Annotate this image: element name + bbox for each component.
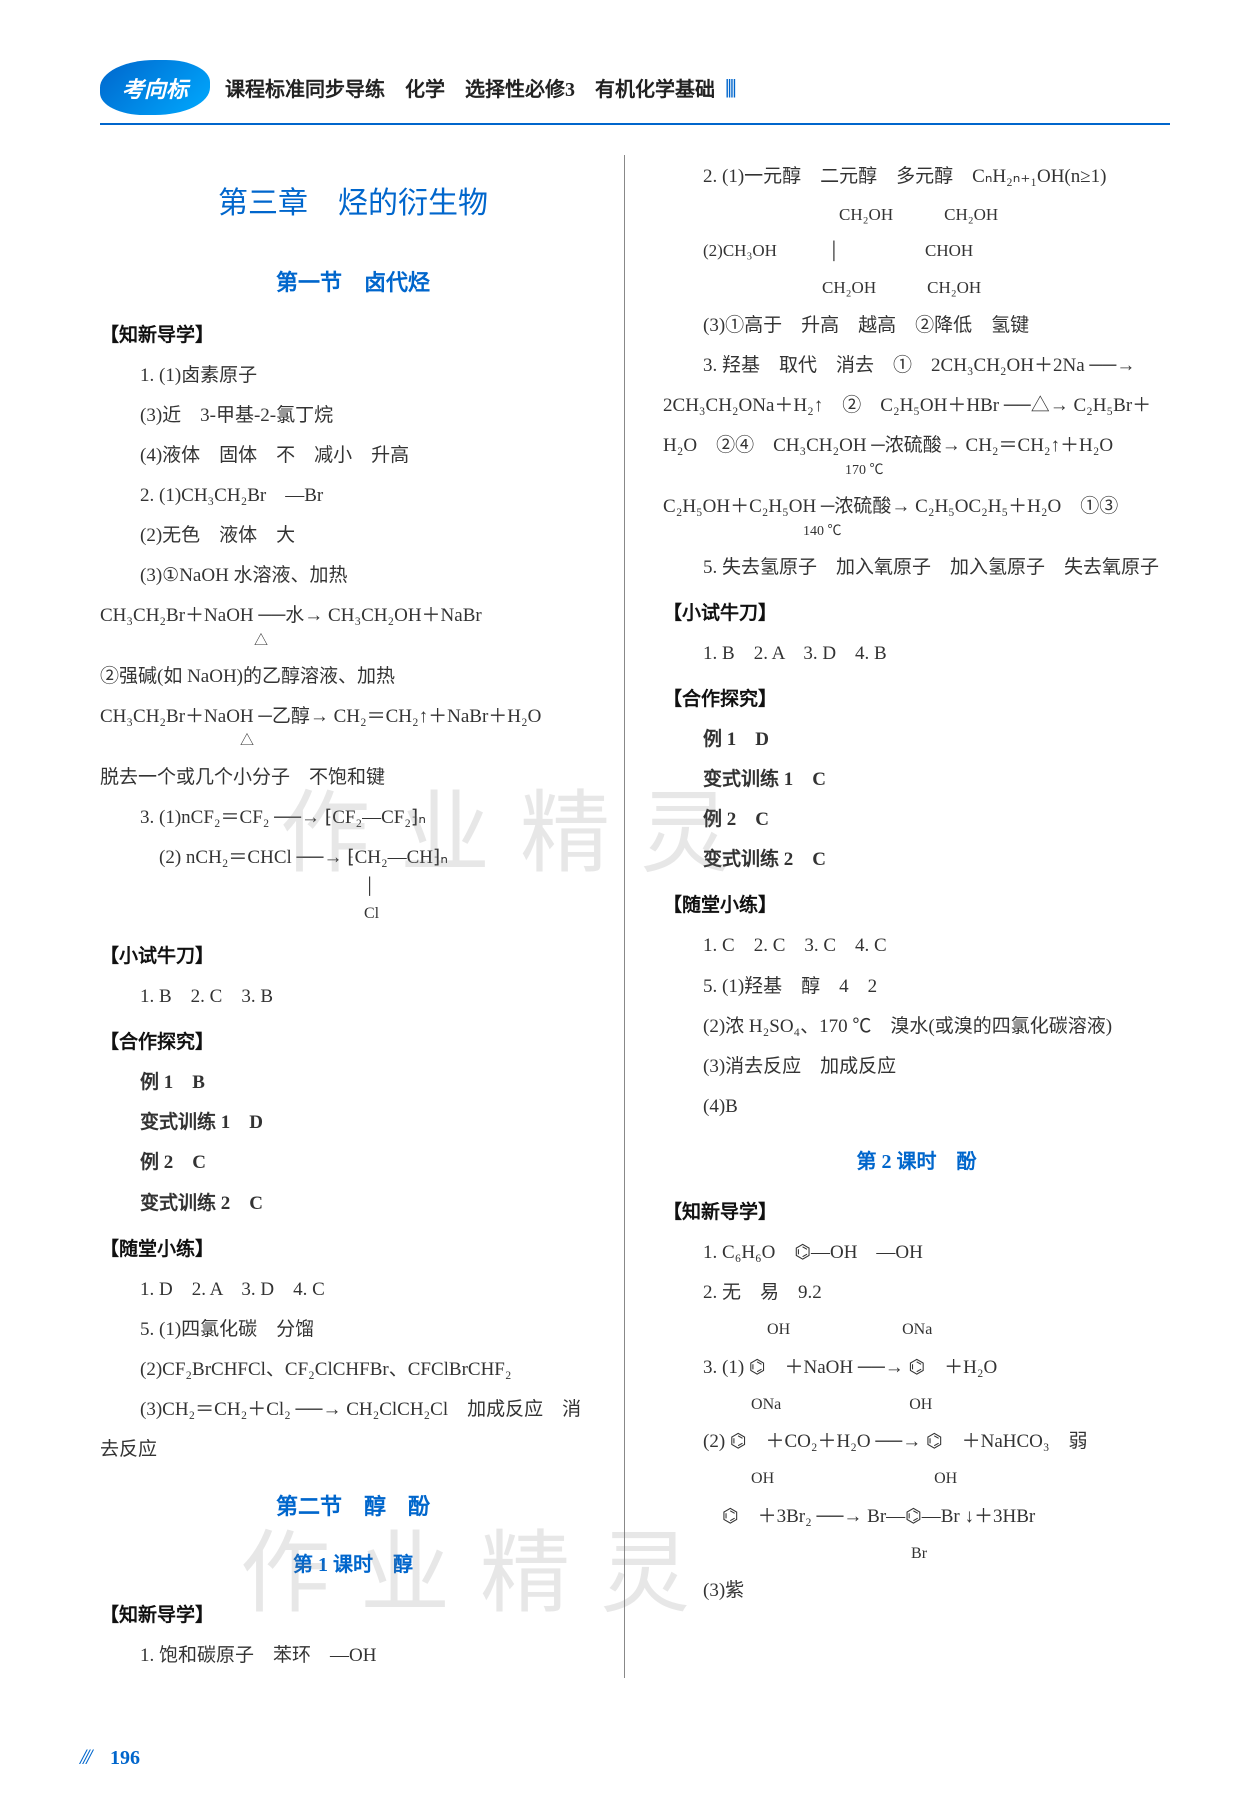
equation-line: (3)CH₂＝CH₂＋Cl₂ ──→ CH₂ClCH₂Cl 加成反应 消 bbox=[100, 1392, 606, 1428]
logo-badge: 考向标 bbox=[100, 60, 210, 115]
text-line: (4)液体 固体 不 减小 升高 bbox=[100, 438, 606, 474]
section2-title: 第二节 醇 酚 bbox=[100, 1486, 606, 1528]
equation-line: 2CH₃CH₂ONa＋H₂↑ ② C₂H₅OH＋HBr ──△→ C₂H₅Br＋ bbox=[663, 388, 1170, 424]
answer-line: 变式训练 1 D bbox=[100, 1105, 606, 1141]
structure-line: CH₂OH CH₂OH bbox=[663, 199, 1170, 231]
equation-sub: Cl bbox=[100, 899, 606, 929]
header-bars-icon: |||| bbox=[725, 76, 735, 99]
text-line: 5. (1)四氯化碳 分馏 bbox=[100, 1312, 606, 1348]
equation-line: 3. (1)nCF₂＝CF₂ ──→ ⁅CF₂—CF₂⁆ₙ bbox=[100, 800, 606, 836]
period2-title: 第 2 课时 酚 bbox=[663, 1143, 1170, 1181]
chapter-title: 第三章 烃的衍生物 bbox=[100, 175, 606, 232]
structure-line: OH ONa bbox=[663, 1315, 1170, 1345]
answer-line: 1. B 2. A 3. D 4. B bbox=[663, 636, 1170, 672]
structure-line: ONa OH bbox=[663, 1390, 1170, 1420]
text-line: (3)紫 bbox=[663, 1573, 1170, 1609]
equation-line: ⌬ ＋3Br₂ ──→ Br—⌬—Br ↓＋3HBr bbox=[663, 1499, 1170, 1535]
text-line: (3)①高于 升高 越高 ②降低 氢键 bbox=[663, 308, 1170, 344]
text-line: (3)消去反应 加成反应 bbox=[663, 1049, 1170, 1085]
text-line: (2)CF₂BrCHFCl、CF₂ClCHFBr、CFClBrCHF₂ bbox=[100, 1352, 606, 1388]
period1-title: 第 1 课时 醇 bbox=[100, 1546, 606, 1584]
block-zhixin: 【知新导学】 bbox=[100, 318, 606, 354]
left-column: 第三章 烃的衍生物 第一节 卤代烃 【知新导学】 1. (1)卤素原子 (3)近… bbox=[100, 155, 625, 1678]
answer-line: 1. B 2. C 3. B bbox=[100, 979, 606, 1015]
text-line: 5. (1)羟基 醇 4 2 bbox=[663, 969, 1170, 1005]
block-xiaoshi-r: 【小试牛刀】 bbox=[663, 596, 1170, 632]
page-stripes-icon: /// bbox=[80, 1744, 89, 1770]
right-column: 2. (1)一元醇 二元醇 多元醇 CₙH₂ₙ₊₁OH(n≥1) CH₂OH C… bbox=[645, 155, 1170, 1678]
answer-line: 1. C 2. C 3. C 4. C bbox=[663, 928, 1170, 964]
block-suitang: 【随堂小练】 bbox=[100, 1232, 606, 1268]
section1-title: 第一节 卤代烃 bbox=[100, 262, 606, 304]
text-line: ②强碱(如 NaOH)的乙醇溶液、加热 bbox=[100, 659, 606, 695]
text-line: (3)①NaOH 水溶液、加热 bbox=[100, 558, 606, 594]
text-line: 2. 无 易 9.2 bbox=[663, 1275, 1170, 1311]
answer-line: 变式训练 2 C bbox=[663, 842, 1170, 878]
structure-line: OH OH bbox=[663, 1464, 1170, 1494]
text-line: 2. (1)CH₃CH₂Br —Br bbox=[100, 478, 606, 514]
block-zhixin2: 【知新导学】 bbox=[100, 1598, 606, 1634]
text-line: (3)近 3-甲基-2-氯丁烷 bbox=[100, 398, 606, 434]
text-line: 脱去一个或几个小分子 不饱和键 bbox=[100, 760, 606, 796]
block-xiaoshi: 【小试牛刀】 bbox=[100, 939, 606, 975]
text-line: 1. C₆H₆O ⌬—OH —OH bbox=[663, 1235, 1170, 1271]
answer-line: 例 2 C bbox=[100, 1145, 606, 1181]
equation-line: 3. 羟基 取代 消去 ① 2CH₃CH₂OH＋2Na ──→ bbox=[663, 348, 1170, 384]
text-line: 去反应 bbox=[100, 1432, 606, 1468]
text-line: 2. (1)一元醇 二元醇 多元醇 CₙH₂ₙ₊₁OH(n≥1) bbox=[663, 159, 1170, 195]
text-line: (2)无色 液体 大 bbox=[100, 518, 606, 554]
block-hezuo: 【合作探究】 bbox=[100, 1025, 606, 1061]
text-line: (4)B bbox=[663, 1089, 1170, 1125]
block-suitang-r: 【随堂小练】 bbox=[663, 888, 1170, 924]
answer-line: 变式训练 2 C bbox=[100, 1186, 606, 1222]
content-columns: 第三章 烃的衍生物 第一节 卤代烃 【知新导学】 1. (1)卤素原子 (3)近… bbox=[100, 155, 1170, 1678]
structure-line: Br bbox=[663, 1539, 1170, 1569]
answer-line: 例 1 B bbox=[100, 1065, 606, 1101]
header-title: 课程标准同步导练 化学 选择性必修3 有机化学基础 bbox=[225, 73, 715, 102]
equation-line: (2) ⌬ ＋CO₂＋H₂O ──→ ⌬ ＋NaHCO₃ 弱 bbox=[663, 1424, 1170, 1460]
structure-line: (2)CH₃OH │ CHOH bbox=[663, 235, 1170, 267]
page-header: 考向标 课程标准同步导练 化学 选择性必修3 有机化学基础 |||| bbox=[100, 60, 1170, 125]
answer-line: 例 1 D bbox=[663, 722, 1170, 758]
block-zhixin-r2: 【知新导学】 bbox=[663, 1195, 1170, 1231]
equation-line: (2) nCH₂＝CHCl ──→ ⁅CH₂—CH⁆ₙ bbox=[100, 840, 606, 876]
text-line: (2)浓 H₂SO₄、170 ℃ 溴水(或溴的四氯化碳溶液) bbox=[663, 1009, 1170, 1045]
structure-line: CH₂OH CH₂OH bbox=[663, 272, 1170, 304]
text-line: 1. 饱和碳原子 苯环 —OH bbox=[100, 1638, 606, 1674]
answer-line: 变式训练 1 C bbox=[663, 762, 1170, 798]
answer-line: 例 2 C bbox=[663, 802, 1170, 838]
text-line: 5. 失去氢原子 加入氧原子 加入氢原子 失去氧原子 bbox=[663, 550, 1170, 586]
equation-line: 3. (1) ⌬ ＋NaOH ──→ ⌬ ＋H₂O bbox=[663, 1350, 1170, 1386]
block-hezuo-r: 【合作探究】 bbox=[663, 682, 1170, 718]
answer-line: 1. D 2. A 3. D 4. C bbox=[100, 1272, 606, 1308]
page-number: 196 bbox=[110, 1747, 140, 1770]
text-line: 1. (1)卤素原子 bbox=[100, 358, 606, 394]
